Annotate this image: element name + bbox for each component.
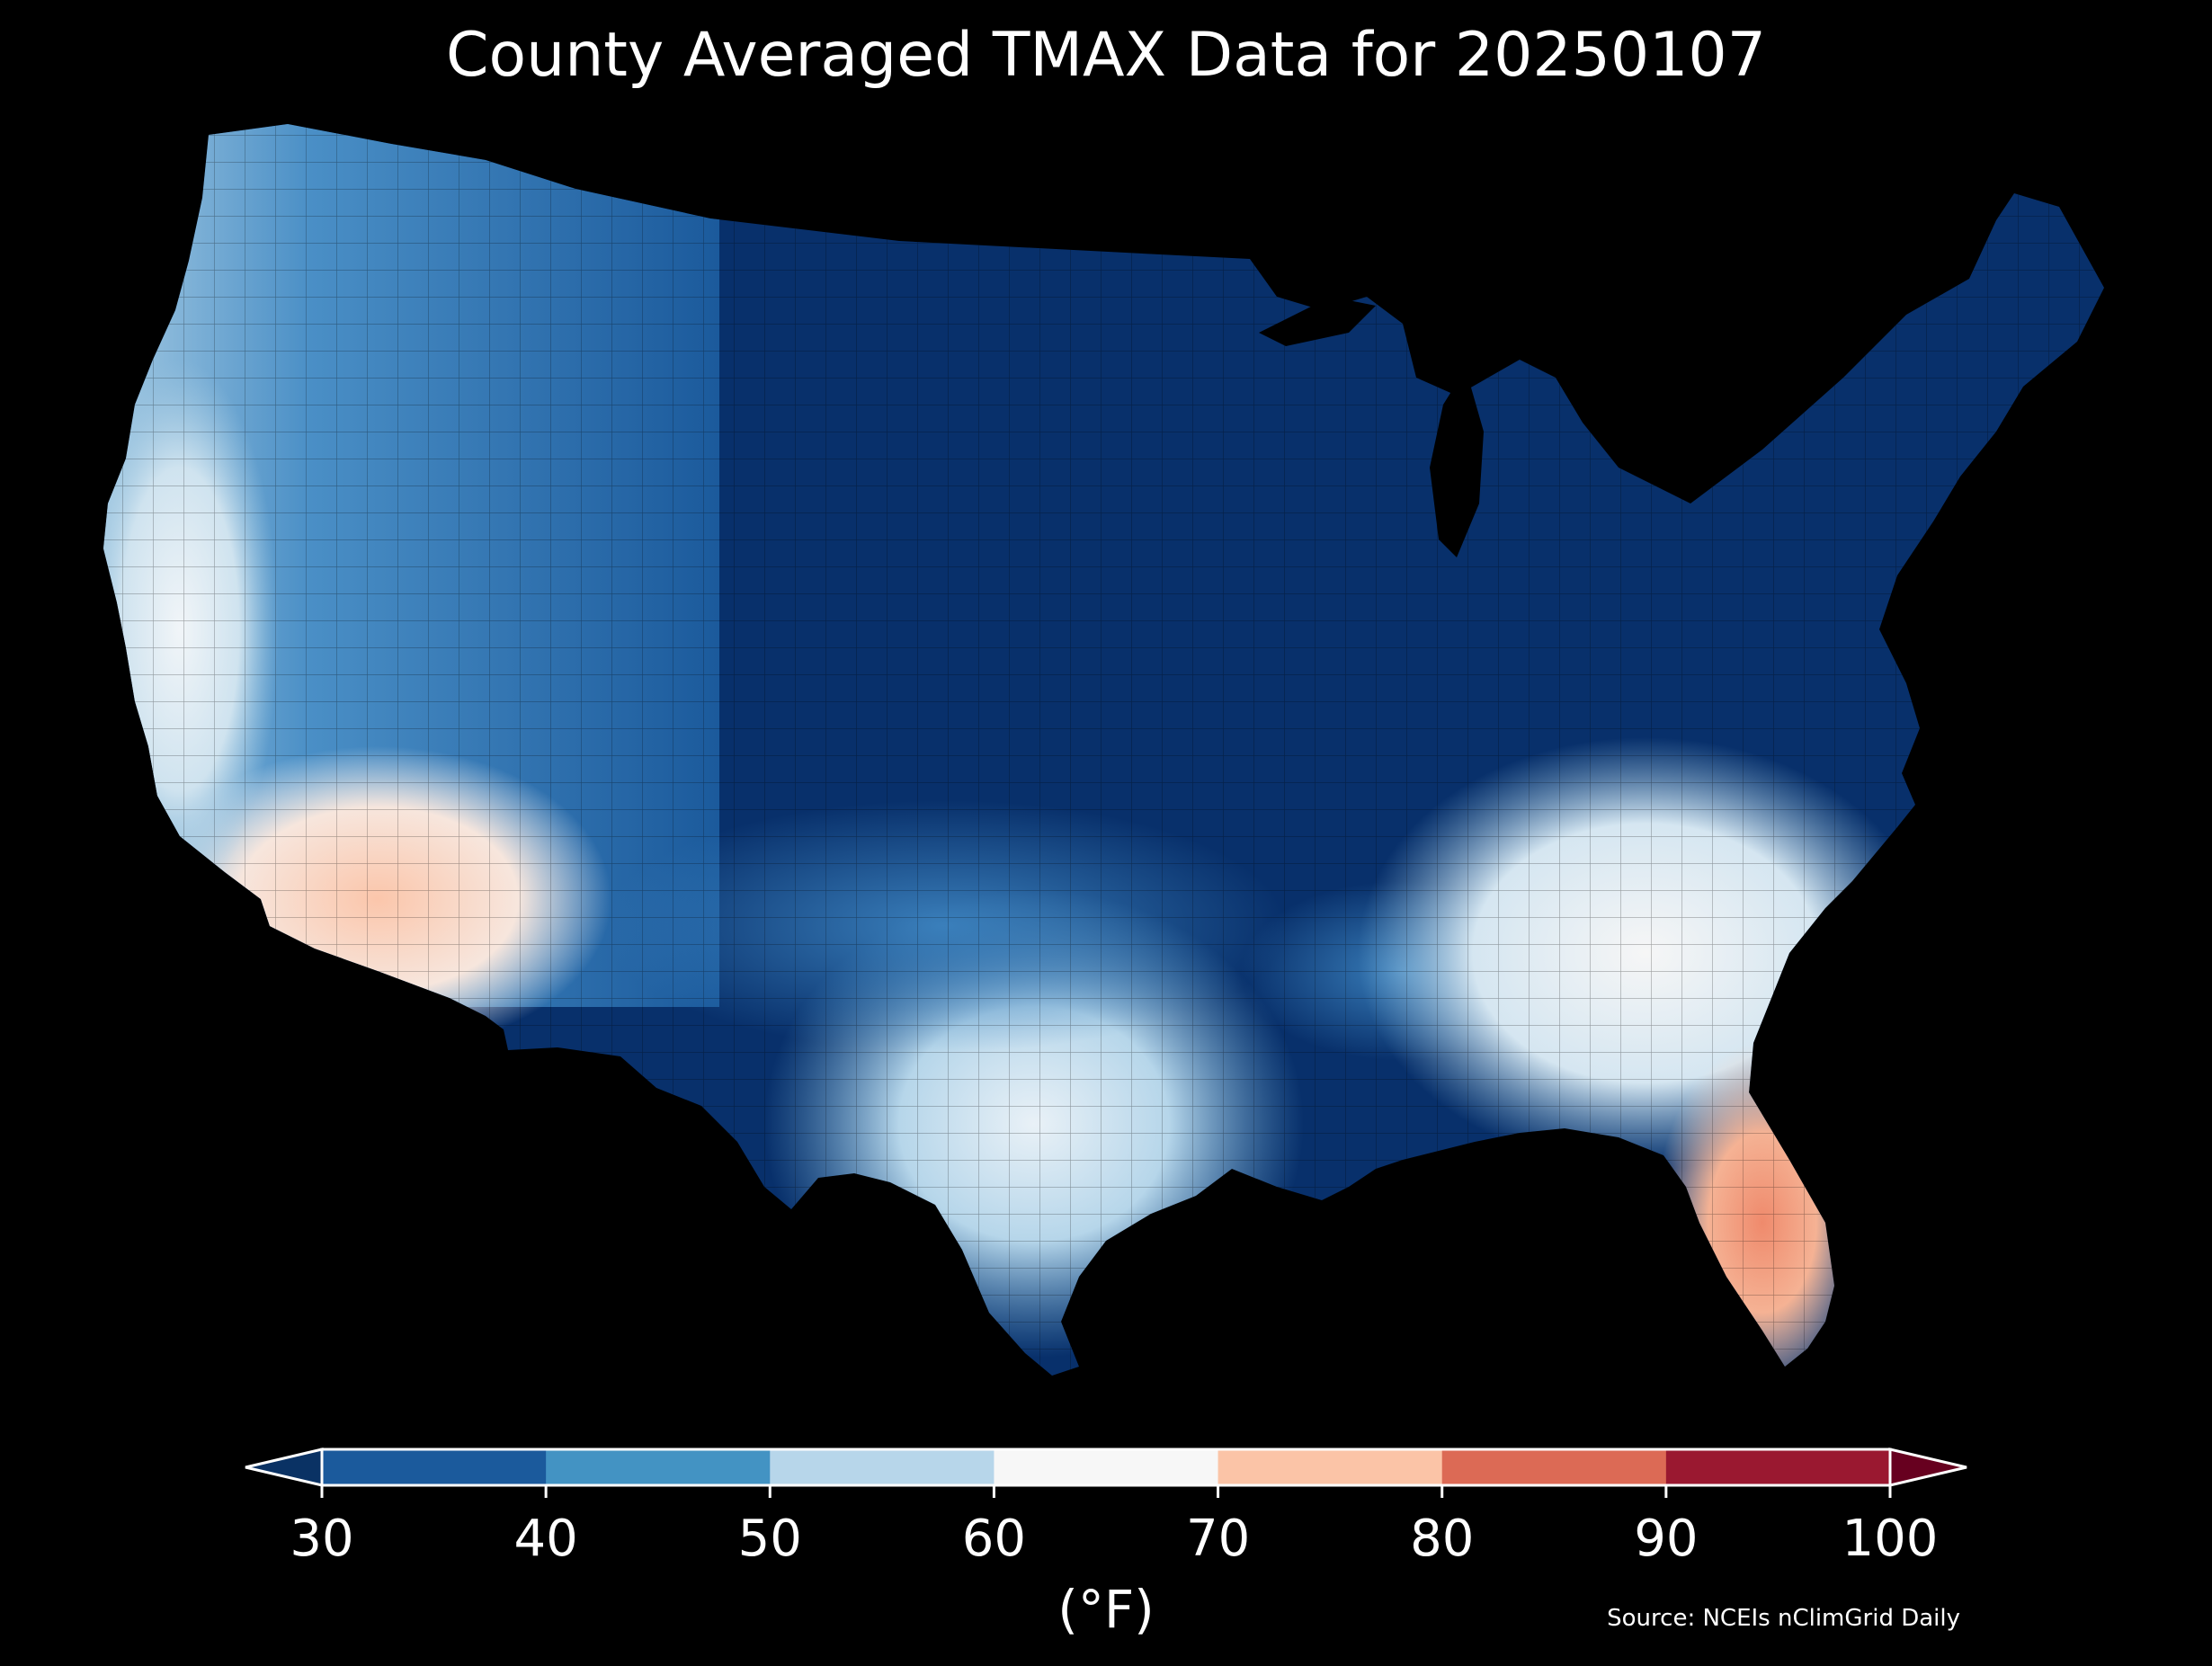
lake-superior [1259,297,1376,346]
colorbar-tick-label: 30 [290,1510,353,1568]
source-attribution: Source: NCEIs nClimGrid Daily [1607,1605,1960,1632]
colorbar-bins [322,1449,1891,1485]
colorbar-over-arrow [1888,1448,1967,1487]
colorbar-tick-label: 90 [1634,1510,1698,1568]
colorbar-bin-60-70 [994,1449,1219,1485]
colorbar-bin-80-90 [1441,1449,1667,1485]
map-title: County Averaged TMAX Data for 20250107 [446,20,1766,91]
colorbar-tick-label: 80 [1410,1510,1474,1568]
colorbar-tick-label: 70 [1186,1510,1250,1568]
colorbar-frame [320,1448,1892,1487]
colorbar-under-arrow [245,1448,324,1487]
lake-michigan [1430,369,1484,557]
colorbar-ticks: 30 40 50 60 70 80 90 100 [290,1485,1938,1568]
colorbar-bin-70-80 [1217,1449,1443,1485]
colorbar-tick-label: 50 [738,1510,802,1568]
colorbar-bin-30-40 [322,1449,547,1485]
colorbar-tick-label: 40 [514,1510,578,1568]
colorbar-bin-50-60 [770,1449,995,1485]
colorbar-unit-label: (°F) [1057,1579,1155,1640]
colorbar-tick-label: 60 [962,1510,1026,1568]
colorbar-tick-label: 100 [1842,1510,1939,1568]
colorbar-bin-40-50 [546,1449,771,1485]
colorbar-bin-90-100 [1665,1449,1891,1485]
